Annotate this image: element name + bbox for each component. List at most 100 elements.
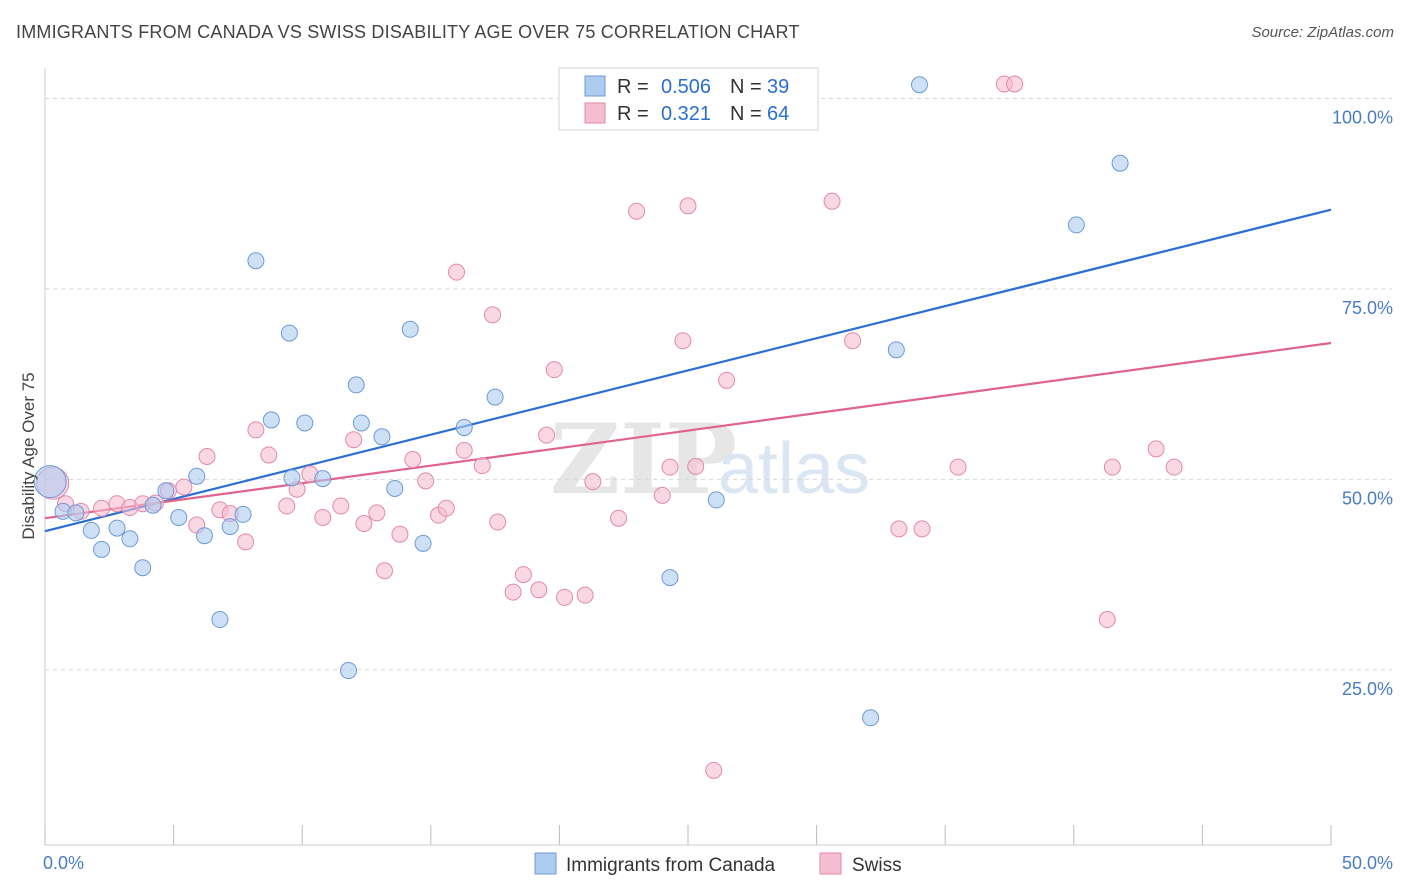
point-canada: [82, 521, 100, 539]
point-swiss: [448, 263, 466, 281]
point-swiss: [455, 441, 473, 459]
point-swiss: [718, 371, 736, 389]
chart-title: IMMIGRANTS FROM CANADA VS SWISS DISABILI…: [16, 22, 800, 42]
legend-swatch-swiss: [584, 102, 606, 124]
point-swiss: [913, 520, 931, 538]
point-swiss: [314, 508, 332, 526]
point-swiss: [473, 457, 491, 475]
point-canada: [134, 559, 152, 577]
point-canada: [262, 411, 280, 429]
point-swiss: [93, 499, 111, 517]
point-swiss: [674, 332, 692, 350]
watermark-atlas: atlas: [718, 429, 870, 509]
point-swiss: [949, 458, 967, 476]
point-swiss: [823, 192, 841, 210]
point-swiss: [514, 566, 532, 584]
point-canada: [707, 491, 725, 509]
point-swiss: [484, 306, 502, 324]
point-swiss: [679, 197, 697, 215]
point-swiss: [545, 361, 563, 379]
point-canada: [280, 324, 298, 342]
point-canada: [33, 465, 67, 499]
watermark-zip: ZIP: [550, 403, 737, 516]
point-swiss: [237, 533, 255, 551]
legend-n-value-canada: 39: [767, 76, 789, 98]
point-canada: [339, 662, 357, 680]
point-swiss: [417, 472, 435, 490]
y-axis-label: Disability Age Over 75: [19, 372, 38, 539]
point-swiss: [332, 497, 350, 515]
point-canada: [283, 469, 301, 487]
legend-n-label-swiss: N =: [730, 103, 762, 125]
point-swiss: [844, 332, 862, 350]
trend-lines: [44, 208, 1332, 533]
point-swiss: [653, 486, 671, 504]
legend-box: R = 0.506 N = 39 R = 0.321 N = 64: [558, 67, 819, 131]
point-swiss: [584, 473, 602, 491]
point-swiss: [175, 478, 193, 496]
legend-r-label-swiss: R =: [617, 103, 649, 125]
legend-r-value-canada: 0.506: [661, 76, 711, 98]
point-swiss: [1098, 611, 1116, 629]
trend-line-swiss: [44, 341, 1332, 520]
point-canada: [234, 505, 252, 523]
point-swiss: [391, 525, 409, 543]
point-canada: [67, 504, 85, 522]
legend-swatch-canada: [584, 75, 606, 97]
point-canada: [455, 419, 473, 437]
watermark: ZIP atlas: [550, 403, 870, 516]
legend-n-value-swiss: 64: [767, 103, 789, 125]
point-swiss: [489, 513, 507, 531]
x-tick-label-max: 50.0%: [1342, 853, 1393, 873]
point-canada: [188, 467, 206, 485]
legend-n-label-canada: N =: [730, 76, 762, 98]
point-canada: [296, 414, 314, 432]
point-canada: [170, 508, 188, 526]
point-swiss: [437, 499, 455, 517]
point-swiss: [247, 421, 265, 439]
point-swiss: [1165, 458, 1183, 476]
point-swiss: [705, 761, 723, 779]
point-swiss: [1103, 458, 1121, 476]
point-swiss: [628, 202, 646, 220]
point-canada: [887, 341, 905, 359]
bottom-legend-label-swiss: Swiss: [852, 855, 902, 876]
point-swiss: [610, 509, 628, 527]
point-swiss: [278, 497, 296, 515]
point-canada: [661, 569, 679, 587]
point-canada: [386, 479, 404, 497]
point-swiss: [260, 446, 278, 464]
point-canada: [347, 376, 365, 394]
point-canada: [247, 252, 265, 270]
trend-line-canada: [44, 208, 1332, 533]
point-swiss: [198, 448, 216, 465]
point-canada: [486, 388, 504, 406]
bottom-legend-swatch-swiss: [819, 852, 842, 875]
point-canada: [862, 709, 880, 727]
point-canada: [373, 428, 391, 446]
point-swiss: [687, 457, 705, 475]
y-tick-label: 25.0%: [1342, 679, 1393, 699]
point-canada: [121, 530, 139, 548]
point-swiss: [576, 586, 594, 604]
point-swiss: [530, 581, 548, 599]
point-canada: [1067, 216, 1085, 234]
x-ticks: [44, 825, 1332, 845]
point-canada: [352, 414, 370, 432]
point-swiss: [345, 431, 363, 449]
point-canada: [144, 496, 162, 514]
point-canada: [108, 519, 126, 537]
point-swiss: [890, 520, 908, 538]
point-swiss: [504, 583, 522, 601]
point-canada: [195, 527, 213, 545]
point-canada: [211, 611, 229, 629]
legend-r-label-canada: R =: [617, 76, 649, 98]
point-swiss: [1006, 75, 1024, 93]
bottom-legend-swatch-canada: [534, 852, 557, 875]
point-canada: [93, 540, 111, 558]
point-canada: [1111, 154, 1129, 172]
x-tick-label-min: 0.0%: [43, 853, 84, 873]
point-swiss: [1147, 440, 1165, 458]
point-swiss: [661, 458, 679, 476]
